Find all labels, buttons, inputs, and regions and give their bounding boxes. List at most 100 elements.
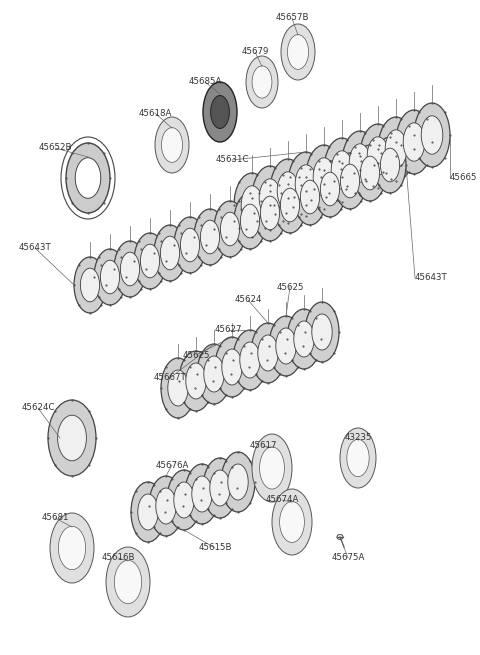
Ellipse shape [246, 56, 278, 108]
Text: 45624C: 45624C [21, 403, 55, 413]
Ellipse shape [305, 302, 339, 362]
Ellipse shape [201, 220, 220, 253]
Ellipse shape [106, 547, 150, 617]
Ellipse shape [260, 447, 284, 489]
Ellipse shape [222, 349, 242, 385]
Ellipse shape [321, 172, 340, 206]
Text: 45625: 45625 [276, 282, 304, 291]
Ellipse shape [288, 152, 324, 216]
Ellipse shape [279, 502, 304, 542]
Ellipse shape [168, 370, 188, 406]
Text: 45615B: 45615B [198, 544, 232, 553]
Ellipse shape [349, 144, 371, 182]
Ellipse shape [156, 488, 176, 524]
Ellipse shape [214, 201, 246, 257]
Ellipse shape [403, 122, 425, 161]
Ellipse shape [221, 452, 255, 512]
Ellipse shape [277, 172, 299, 210]
Ellipse shape [378, 117, 414, 181]
Ellipse shape [324, 138, 360, 202]
Ellipse shape [59, 527, 85, 570]
Ellipse shape [306, 145, 342, 209]
Text: 45675A: 45675A [331, 553, 365, 563]
Ellipse shape [259, 179, 281, 217]
Ellipse shape [252, 434, 292, 502]
Ellipse shape [154, 225, 186, 281]
Ellipse shape [312, 314, 332, 350]
Text: 45643T: 45643T [19, 244, 51, 252]
Ellipse shape [66, 143, 110, 213]
Text: 45676A: 45676A [156, 460, 189, 470]
Ellipse shape [194, 209, 226, 265]
Ellipse shape [251, 323, 285, 383]
Ellipse shape [295, 165, 317, 203]
Ellipse shape [186, 363, 206, 399]
Ellipse shape [192, 476, 212, 512]
Ellipse shape [300, 180, 320, 214]
Ellipse shape [367, 137, 389, 175]
Ellipse shape [161, 358, 195, 418]
Ellipse shape [269, 316, 303, 376]
Text: 45617: 45617 [249, 441, 277, 451]
Ellipse shape [240, 342, 260, 378]
Ellipse shape [174, 217, 206, 273]
Text: 45625: 45625 [182, 350, 210, 360]
Ellipse shape [331, 151, 353, 189]
Text: 43235: 43235 [344, 434, 372, 443]
Ellipse shape [276, 328, 296, 364]
Ellipse shape [360, 124, 396, 188]
Ellipse shape [75, 158, 101, 198]
Ellipse shape [396, 110, 432, 174]
Ellipse shape [260, 196, 279, 230]
Text: 45657B: 45657B [275, 14, 309, 22]
Ellipse shape [241, 186, 263, 224]
Ellipse shape [340, 428, 376, 488]
Ellipse shape [272, 489, 312, 555]
Ellipse shape [252, 166, 288, 230]
Ellipse shape [294, 321, 314, 357]
Ellipse shape [314, 161, 346, 217]
Ellipse shape [50, 513, 94, 583]
Ellipse shape [210, 470, 230, 506]
Ellipse shape [220, 212, 240, 246]
Ellipse shape [215, 337, 249, 397]
Ellipse shape [155, 117, 189, 173]
Text: 45631C: 45631C [215, 155, 249, 164]
Text: 45685A: 45685A [188, 77, 222, 86]
Ellipse shape [342, 131, 378, 195]
Ellipse shape [131, 482, 165, 542]
Ellipse shape [385, 130, 407, 168]
Text: 45624: 45624 [234, 295, 262, 305]
Ellipse shape [234, 173, 270, 237]
Ellipse shape [254, 185, 286, 241]
Ellipse shape [340, 164, 360, 198]
Ellipse shape [374, 137, 406, 193]
Ellipse shape [313, 158, 335, 196]
Ellipse shape [114, 241, 146, 297]
Ellipse shape [174, 482, 194, 518]
Ellipse shape [138, 494, 158, 530]
Text: 45618A: 45618A [138, 109, 172, 117]
Ellipse shape [74, 257, 106, 313]
Ellipse shape [160, 236, 180, 270]
Ellipse shape [94, 249, 126, 305]
Ellipse shape [120, 252, 140, 286]
Ellipse shape [252, 66, 272, 98]
Ellipse shape [140, 244, 159, 278]
Ellipse shape [228, 464, 248, 500]
Ellipse shape [280, 188, 300, 222]
Ellipse shape [197, 344, 231, 404]
Ellipse shape [58, 415, 86, 461]
Ellipse shape [274, 177, 306, 233]
Text: 45616B: 45616B [101, 553, 135, 563]
Ellipse shape [203, 82, 237, 142]
Ellipse shape [287, 309, 321, 369]
Text: 45681: 45681 [41, 514, 69, 523]
Ellipse shape [203, 458, 237, 518]
Ellipse shape [354, 145, 386, 201]
Ellipse shape [161, 128, 182, 162]
Text: 45643T: 45643T [415, 274, 448, 282]
Ellipse shape [334, 153, 366, 209]
Ellipse shape [414, 103, 450, 167]
Ellipse shape [380, 148, 399, 182]
